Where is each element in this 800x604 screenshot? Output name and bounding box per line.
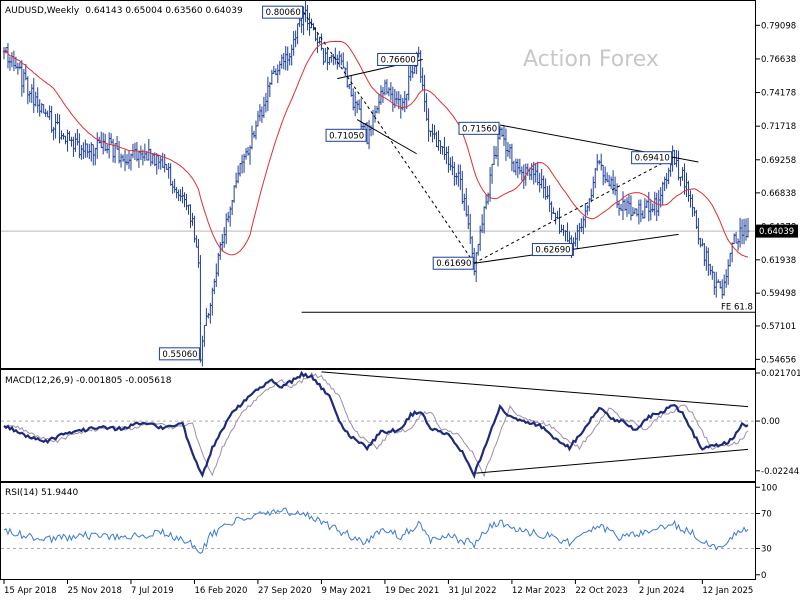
price-y-tick-label: 0.71718 [761, 122, 796, 132]
rsi-line [3, 507, 749, 554]
macd-panel-frame [0, 369, 756, 482]
x-tick-label: 12 Jan 2025 [702, 586, 753, 596]
x-tick-label: 9 May 2021 [321, 586, 371, 596]
trendline [356, 119, 417, 155]
rsi-panel-frame [0, 482, 756, 580]
macd-signal-line [3, 371, 749, 478]
symbol-label: AUDUSD,Weekly [5, 6, 80, 16]
price-annotation-label: 0.69410 [635, 154, 670, 164]
price-y-tick-label: 0.66838 [761, 189, 796, 199]
price-y-tick-label: 0.54656 [761, 355, 796, 365]
price-bars [2, 0, 750, 367]
price-annotation-box [325, 128, 367, 142]
macd-trendline [476, 448, 749, 474]
price-y-tick-label: 0.79098 [761, 21, 796, 31]
watermark-text: Action Forex [523, 47, 659, 72]
macd-trendline [321, 371, 749, 408]
last-price-tag [756, 224, 798, 238]
price-y-tick-label: 0.69258 [761, 156, 796, 166]
x-tick-label: 25 Nov 2018 [67, 586, 121, 596]
x-tick-label: 15 Apr 2018 [4, 586, 57, 596]
price-annotation-label: 0.71050 [329, 131, 364, 141]
rsi-y-tick-label: 100 [761, 483, 777, 493]
price-annotation-label: 0.71560 [462, 124, 497, 134]
price-annotation-label: 0.62690 [535, 246, 570, 256]
price-annotation-box [631, 151, 673, 165]
rsi-y-tick-label: 0 [761, 571, 766, 581]
macd-line [3, 370, 749, 480]
macd-y-tick-label: -0.022445 [761, 467, 800, 477]
dashed-trendline [303, 11, 475, 264]
price-annotation-box [531, 243, 573, 257]
price-y-tick-label: 0.59498 [761, 289, 796, 299]
x-tick-label: 7 Jul 2019 [131, 586, 174, 596]
x-tick-label: 2 Jun 2024 [639, 586, 685, 596]
price-annotation-box [262, 5, 304, 19]
price-y-tick-label: 0.74178 [761, 89, 796, 99]
price-annotation-label: 0.55060 [162, 350, 197, 360]
rsi-y-tick-label: 70 [761, 510, 772, 520]
trendline [474, 233, 679, 264]
price-annotation-box [432, 256, 474, 270]
price-annotation-box [158, 347, 200, 361]
price-annotation-label: 0.61690 [436, 259, 471, 269]
price-y-tick-label: 0.57101 [761, 322, 796, 332]
rsi-y-tick-label: 30 [761, 545, 772, 555]
price-annotation-box [377, 52, 419, 66]
fe-level-label: FE 61.8 [721, 302, 753, 312]
macd-y-tick-label: 0.00 [761, 417, 780, 427]
moving-average-line [3, 40, 749, 258]
x-tick-label: 27 Sep 2020 [258, 586, 312, 596]
price-y-tick-label: 0.61938 [761, 256, 796, 266]
x-tick-label: 12 Mar 2023 [512, 586, 566, 596]
last-price-label: 0.64039 [759, 227, 794, 237]
dashed-trendline [473, 157, 673, 264]
x-tick-label: 31 Jul 2022 [448, 586, 496, 596]
price-panel-frame [0, 0, 756, 369]
macd-y-tick-label: 0.021701 [761, 369, 800, 379]
price-y-tick-label: 0.76638 [761, 55, 796, 65]
x-tick-label: 16 Feb 2020 [194, 586, 247, 596]
rsi-label: RSI(14) 51.9440 [5, 488, 78, 498]
price-annotation-label: 0.76600 [381, 55, 416, 65]
macd-label: MACD(12,26,9) -0.001805 -0.005618 [5, 376, 172, 386]
price-annotation-label: 0.80060 [266, 8, 301, 18]
x-tick-label: 22 Oct 2023 [575, 586, 628, 596]
ohlc-values: 0.64143 0.65004 0.63560 0.64039 [85, 6, 243, 16]
price-annotation-box [458, 121, 500, 135]
chart-header: AUDUSD,Weekly 0.64143 0.65004 0.63560 0.6… [5, 6, 243, 16]
x-tick-label: 19 Dec 2021 [385, 586, 439, 596]
